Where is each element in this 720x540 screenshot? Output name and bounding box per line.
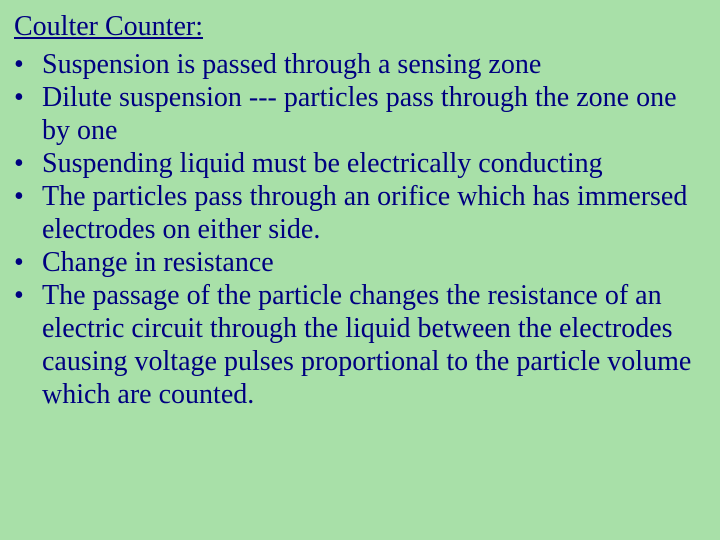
list-item: The passage of the particle changes the … [10,279,698,411]
bullet-text: The passage of the particle changes the … [42,280,691,410]
bullet-text: Dilute suspension --- particles pass thr… [42,82,677,146]
bullet-list: Suspension is passed through a sensing z… [10,48,698,411]
slide-title: Coulter Counter: [14,10,698,44]
list-item: The particles pass through an orifice wh… [10,180,698,246]
list-item: Suspension is passed through a sensing z… [10,48,698,81]
bullet-text: The particles pass through an orifice wh… [42,181,687,245]
bullet-text: Change in resistance [42,247,274,278]
bullet-text: Suspension is passed through a sensing z… [42,49,541,80]
list-item: Dilute suspension --- particles pass thr… [10,81,698,147]
bullet-text: Suspending liquid must be electrically c… [42,148,603,179]
list-item: Suspending liquid must be electrically c… [10,147,698,180]
list-item: Change in resistance [10,246,698,279]
